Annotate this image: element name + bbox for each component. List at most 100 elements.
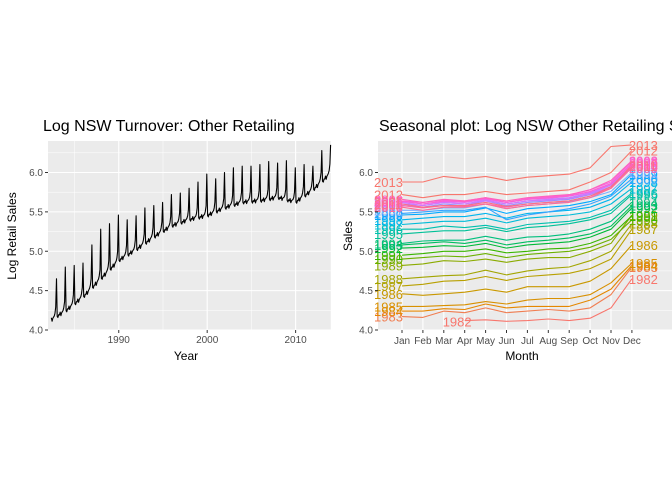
year-label-left-1998: 1998 — [374, 213, 403, 228]
series-line-2000 — [401, 178, 633, 221]
left-x-axis-label: Year — [174, 349, 198, 363]
right-x-tick-label: May — [476, 336, 495, 347]
year-label-right-1992: 1992 — [629, 201, 658, 216]
year-label-left-2005: 2005 — [374, 195, 403, 210]
series-line-1999 — [401, 173, 633, 216]
series-line-1982 — [464, 278, 633, 322]
year-label-right-1983: 1983 — [629, 260, 658, 275]
year-label-right-2011: 2011 — [629, 159, 657, 174]
year-label-right-2006: 2006 — [629, 154, 658, 169]
year-label-right-2000: 2000 — [629, 172, 658, 187]
year-label-right-2013: 2013 — [629, 138, 658, 153]
left-y-ticks: 4.0 4.5 5.0 5.5 6.0 — [29, 168, 48, 337]
right-chart: Seasonal plot: Log NSW Other Retailing S… — [341, 118, 672, 363]
year-label-left-2003: 2003 — [374, 197, 403, 212]
right-x-tick-label: Sep — [560, 336, 578, 347]
right-x-ticks: Jan Feb Mar Apr May Jun Jul Aug Sep Oct Nov Dec — [394, 330, 641, 347]
year-label-left-1995: 1995 — [374, 227, 403, 242]
year-label-left-2000: 2000 — [374, 206, 403, 221]
series-line-1991 — [401, 215, 633, 256]
year-label-left-1987: 1987 — [374, 279, 403, 294]
right-y-ticks: 4.0 4.5 5.0 5.5 6.0 — [359, 168, 378, 337]
series-line-2008 — [401, 160, 633, 203]
year-label-right-2008: 2008 — [629, 154, 658, 169]
year-label-right-2004: 2004 — [629, 159, 658, 174]
year-label-right-1998: 1998 — [629, 175, 658, 190]
year-label-right-1982: 1982 — [629, 272, 658, 287]
right-x-tick-label: Apr — [457, 336, 473, 347]
right-year-labels: 1983198419851986198719881989199019911992… — [374, 138, 658, 330]
series-line-1992 — [401, 207, 633, 249]
right-x-tick-label: Nov — [602, 336, 620, 347]
series-line-1984 — [402, 265, 633, 312]
series-line-2004 — [401, 165, 633, 207]
series-line-1993 — [401, 205, 633, 246]
right-y-tick-label: 4.0 — [359, 326, 373, 337]
year-label-right-1991: 1991 — [629, 209, 658, 224]
year-label-left-1986: 1986 — [374, 287, 403, 302]
right-chart-title: Seasonal plot: Log NSW Other Retailing S — [379, 118, 672, 135]
left-chart-title: Log NSW Turnover: Other Retailing — [43, 118, 295, 135]
right-x-tick-label: Feb — [414, 336, 432, 347]
year-label-right-1999: 1999 — [629, 167, 658, 182]
series-line-2012 — [401, 150, 633, 199]
series-line-1986 — [401, 244, 633, 296]
year-label-right-1995: 1995 — [629, 188, 658, 203]
series-line-1995 — [401, 194, 633, 235]
right-y-tick-label: 4.5 — [359, 286, 373, 297]
series-line-2013 — [402, 144, 632, 183]
year-label-right-1993: 1993 — [629, 199, 658, 214]
left-y-tick-label: 6.0 — [29, 168, 43, 179]
series-line-1996 — [402, 192, 633, 230]
year-label-right-2010: 2010 — [629, 158, 658, 173]
year-label-left-2002: 2002 — [374, 199, 403, 214]
series-line-2010 — [401, 164, 633, 211]
left-series-polyline — [50, 144, 332, 322]
right-x-tick-label: Jul — [521, 336, 534, 347]
series-line-1985 — [402, 262, 633, 307]
year-label-left-2009: 2009 — [374, 199, 403, 214]
right-series-lines — [401, 144, 633, 322]
left-x-tick-label: 2010 — [285, 335, 308, 346]
right-x-tick-label: Jun — [498, 336, 514, 347]
left-y-tick-label: 5.0 — [29, 247, 43, 258]
series-line-1997 — [401, 187, 633, 226]
year-label-right-2009: 2009 — [629, 161, 658, 176]
year-label-right-2001: 2001 — [629, 166, 658, 181]
year-label-left-1989: 1989 — [374, 258, 403, 273]
year-label-left-1992: 1992 — [374, 241, 403, 256]
year-label-right-1985: 1985 — [629, 256, 658, 271]
year-label-right-1989: 1989 — [629, 208, 658, 223]
year-label-right-1987: 1987 — [629, 222, 658, 237]
series-line-1998 — [401, 181, 633, 221]
right-x-tick-label: Mar — [435, 336, 453, 347]
series-line-1988 — [401, 223, 633, 280]
year-label-left-1988: 1988 — [374, 272, 403, 287]
year-label-right-2005: 2005 — [629, 158, 658, 173]
series-line-1983 — [401, 266, 633, 318]
year-label-left-1991: 1991 — [374, 248, 403, 263]
right-x-tick-label: Aug — [539, 336, 557, 347]
year-label-left-1983: 1983 — [374, 310, 403, 325]
year-label-right-2003: 2003 — [629, 159, 658, 174]
right-y-tick-label: 5.0 — [359, 247, 373, 258]
year-label-right-2002: 2002 — [629, 161, 658, 176]
year-label-left-2006: 2006 — [374, 194, 403, 209]
year-label-left-2008: 2008 — [374, 192, 403, 207]
series-line-1989 — [401, 214, 633, 266]
year-label-left-2012: 2012 — [374, 188, 403, 203]
year-label-right-1996: 1996 — [629, 186, 658, 201]
left-y-tick-label: 5.5 — [29, 207, 43, 218]
right-y-axis-label: Sales — [341, 221, 355, 251]
year-label-right-1984: 1984 — [629, 258, 658, 273]
year-label-right-1986: 1986 — [629, 238, 658, 253]
year-label-left-1994: 1994 — [374, 236, 403, 251]
series-line-2007 — [401, 162, 633, 205]
year-label-left-1999: 1999 — [374, 208, 403, 223]
year-label-left-2001: 2001 — [374, 203, 403, 218]
series-line-2002 — [401, 167, 633, 208]
left-plot-background — [48, 141, 331, 330]
left-series-line — [50, 144, 332, 322]
year-label-right-2012: 2012 — [629, 143, 658, 158]
